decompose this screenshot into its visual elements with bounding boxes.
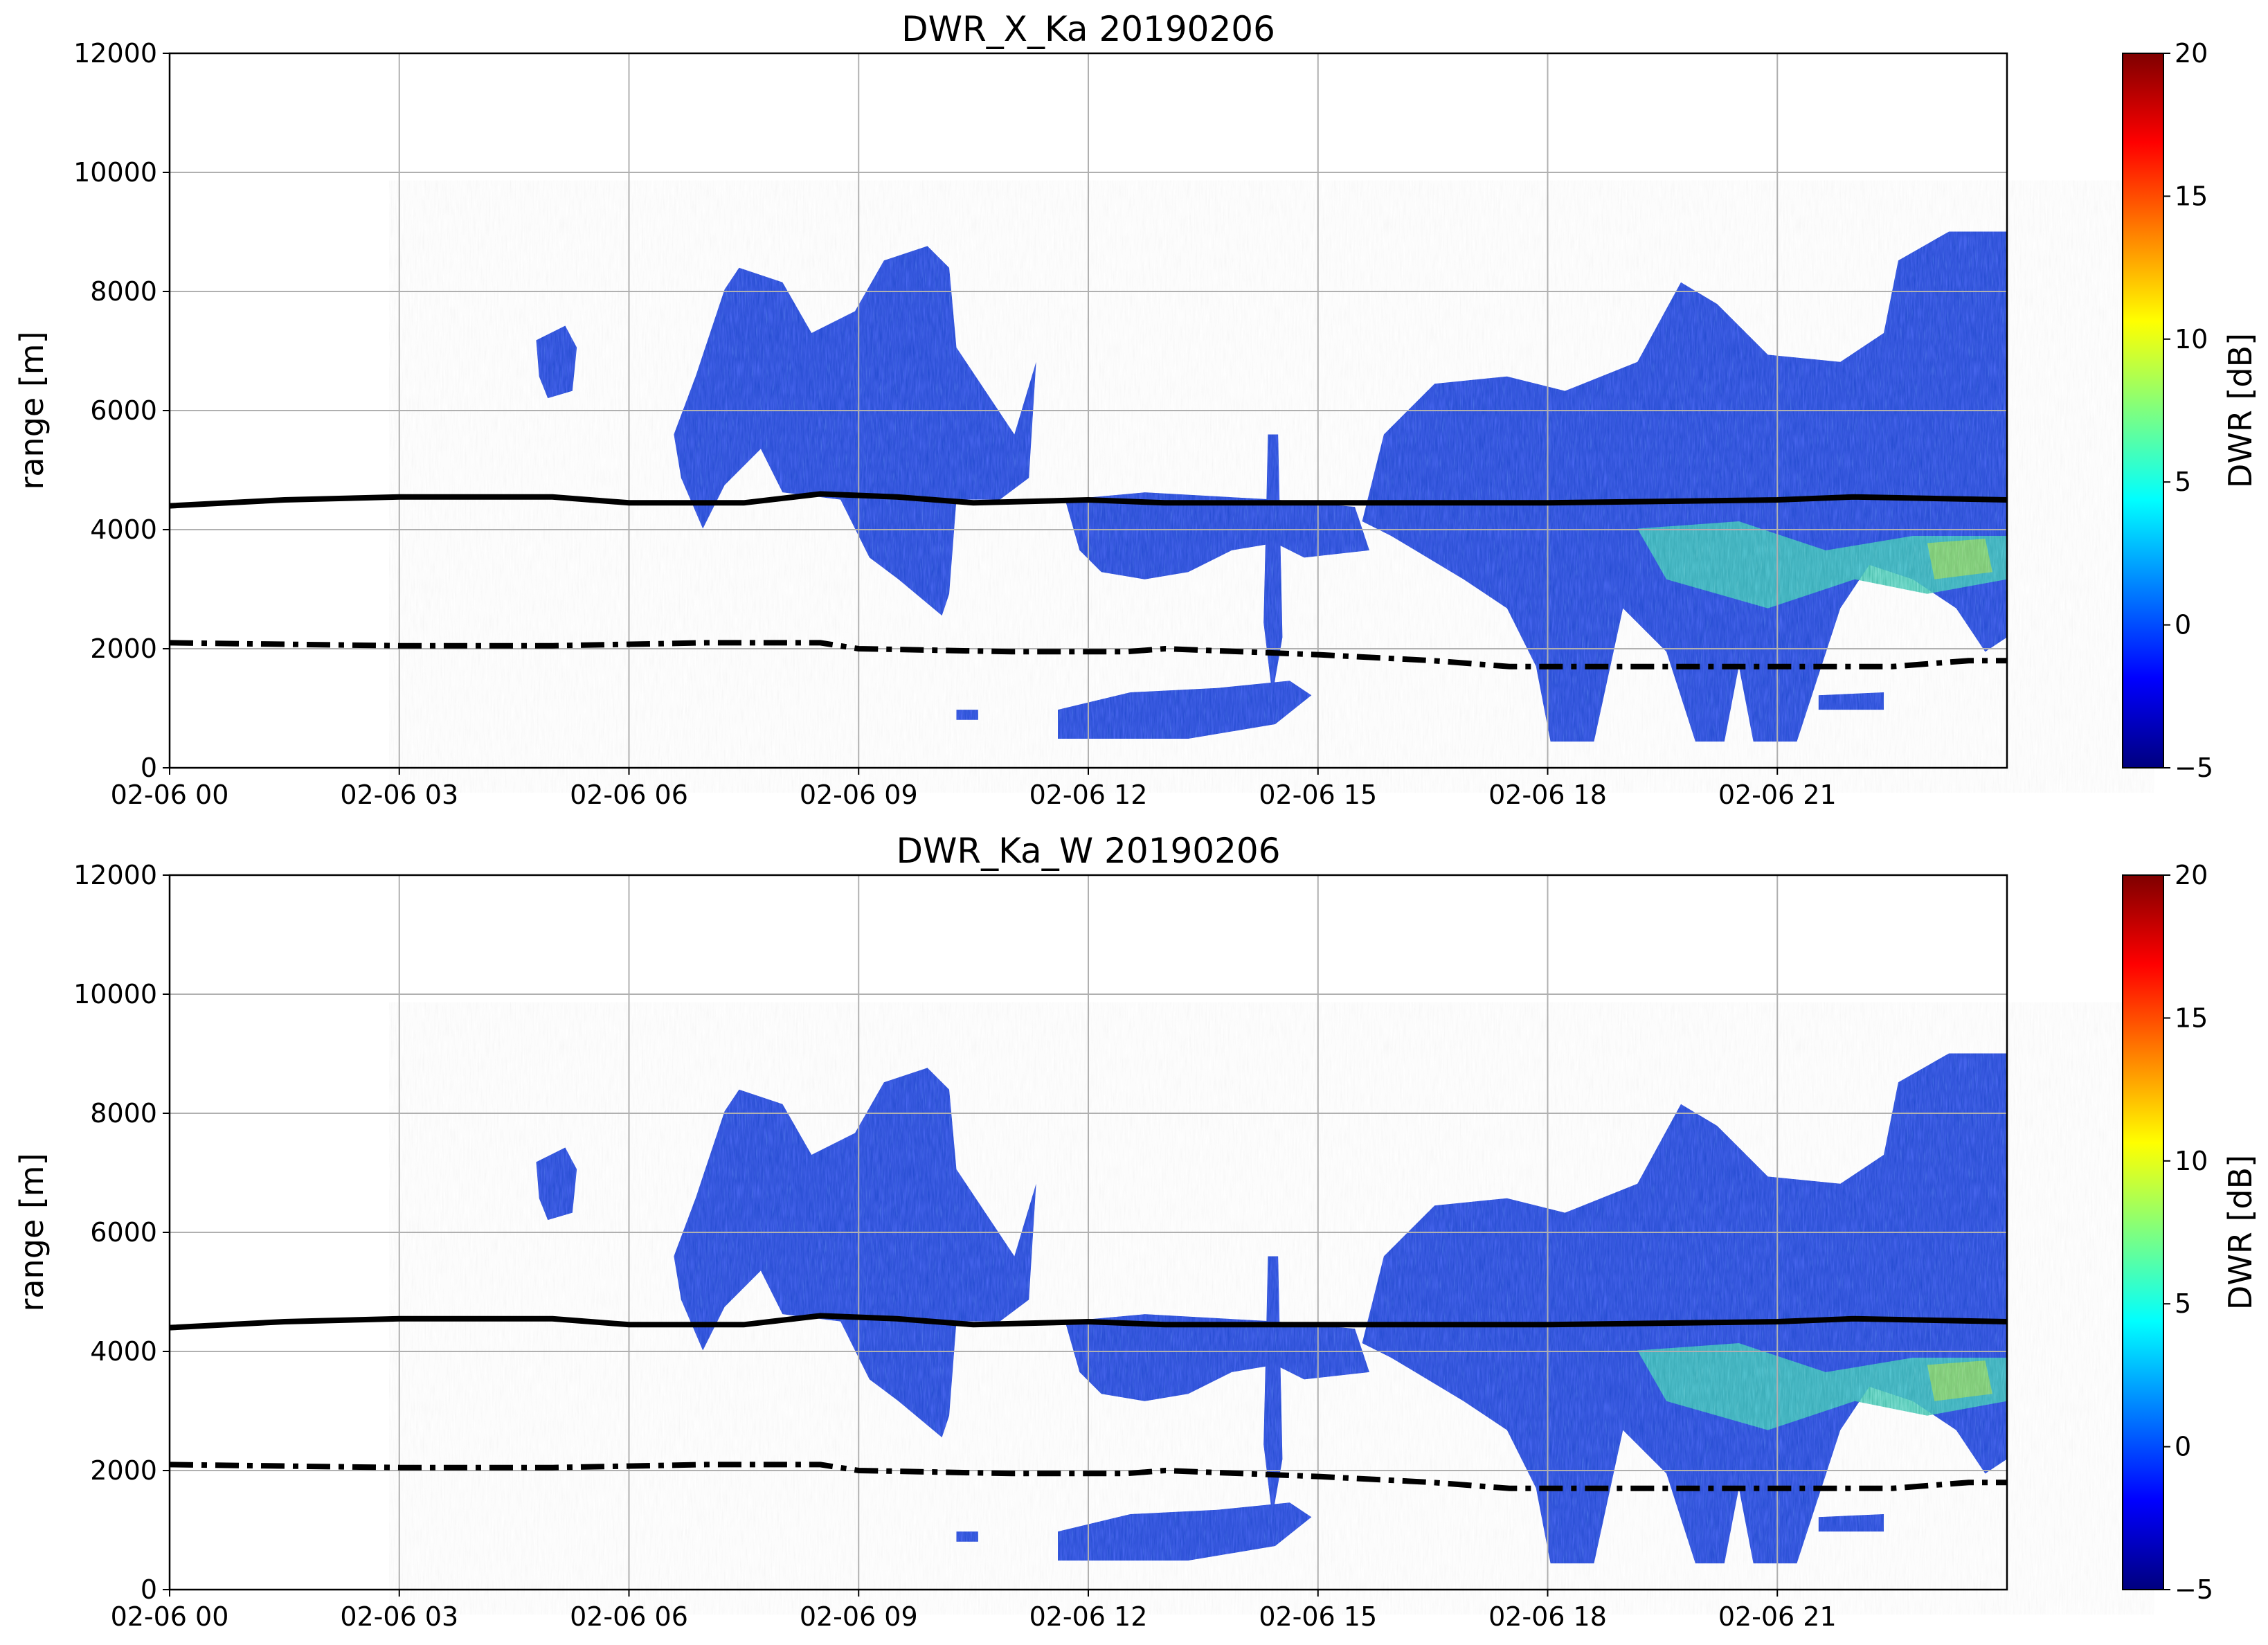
y-tick-label: 4000 xyxy=(90,1336,157,1367)
x-tick-label: 02-06 09 xyxy=(800,780,918,810)
chart-title: DWR_X_Ka 20190206 xyxy=(901,9,1275,49)
line xyxy=(169,640,2007,669)
colorbar-tick-label: 10 xyxy=(2175,324,2208,354)
y-tick-label: 6000 xyxy=(90,395,157,426)
x-tick-label: 02-06 00 xyxy=(111,1601,229,1632)
x-tick-label: 02-06 09 xyxy=(800,1601,918,1632)
x-tick-label: 02-06 00 xyxy=(111,780,229,810)
colorbar-tick-label: 5 xyxy=(2175,1288,2191,1319)
colorbar-tick-label: 0 xyxy=(2175,610,2191,640)
x-tick-label: 02-06 21 xyxy=(1718,1601,1837,1632)
x-tick-label: 02-06 03 xyxy=(340,1601,458,1632)
colorbar-tick-label: −5 xyxy=(2175,753,2213,783)
x-tick-label: 02-06 12 xyxy=(1029,1601,1148,1632)
y-axis-label: range [m] xyxy=(13,331,51,489)
plot-frame xyxy=(168,52,2008,769)
y-tick-label: 12000 xyxy=(73,38,157,69)
line xyxy=(169,1313,2008,1331)
colorbar-label: DWR [dB] xyxy=(2222,1155,2259,1310)
plot-frame xyxy=(168,874,2008,1591)
x-tick-label: 02-06 12 xyxy=(1029,780,1148,810)
x-tick-label: 02-06 15 xyxy=(1259,780,1377,810)
colorbar-tick-label: 0 xyxy=(2175,1432,2191,1462)
y-tick-label: 2000 xyxy=(90,1455,157,1486)
chart-title: DWR_Ka_W 20190206 xyxy=(896,831,1280,871)
x-tick-label: 02-06 18 xyxy=(1488,1601,1607,1632)
y-tick-label: 0 xyxy=(141,1574,157,1605)
x-tick-label: 02-06 15 xyxy=(1259,1601,1377,1632)
x-tick-label: 02-06 03 xyxy=(340,780,458,810)
x-tick-label: 02-06 18 xyxy=(1488,780,1607,810)
colorbar-tick-label: 20 xyxy=(2175,38,2208,69)
y-tick-label: 10000 xyxy=(73,157,157,188)
colorbar xyxy=(2122,53,2164,768)
y-tick-label: 2000 xyxy=(90,633,157,664)
y-tick-label: 10000 xyxy=(73,979,157,1009)
colorbar-tick-label: 15 xyxy=(2175,1003,2208,1033)
colorbar-tick-label: 15 xyxy=(2175,181,2208,211)
line xyxy=(169,491,2008,509)
y-tick-label: 8000 xyxy=(90,276,157,307)
colorbar-tick-label: −5 xyxy=(2175,1574,2213,1605)
y-axis-label: range [m] xyxy=(13,1153,51,1311)
y-tick-label: 4000 xyxy=(90,514,157,545)
y-tick-label: 6000 xyxy=(90,1217,157,1248)
colorbar-tick-label: 10 xyxy=(2175,1146,2208,1176)
colorbar-tick-label: 20 xyxy=(2175,860,2208,890)
x-tick-label: 02-06 06 xyxy=(570,1601,688,1632)
y-tick-label: 8000 xyxy=(90,1098,157,1129)
y-tick-label: 0 xyxy=(141,753,157,783)
x-tick-label: 02-06 21 xyxy=(1718,780,1837,810)
colorbar-label: DWR [dB] xyxy=(2222,333,2259,488)
y-tick-label: 12000 xyxy=(73,860,157,890)
x-tick-label: 02-06 06 xyxy=(570,780,688,810)
colorbar-tick-label: 5 xyxy=(2175,467,2191,497)
colorbar xyxy=(2122,874,2164,1590)
line xyxy=(169,1462,2007,1491)
